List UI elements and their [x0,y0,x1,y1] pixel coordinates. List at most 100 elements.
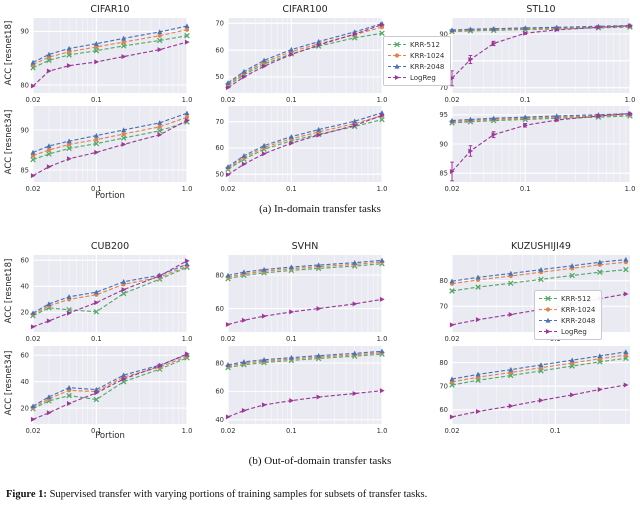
marker-triangle-up [46,143,52,149]
y-axis-label-a-resnet18: ACC [resnet18] [4,20,14,86]
legend-label: KRR-512 [561,294,591,303]
x-axis-label-b: Portion [95,431,125,441]
legend-entry-KRR-2048: KRR-2048 [388,62,444,71]
x-tick-label: 1.0 [625,96,636,104]
y-tick-label: 40 [20,378,29,386]
marker-triangle-up [241,153,247,158]
marker-triangle-right [225,172,231,178]
plot-background [228,106,382,182]
marker-x [120,135,127,141]
marker-triangle-up [93,132,99,138]
x-tick-label: 0.1 [286,185,297,193]
x-tick-label: 0.02 [25,335,40,343]
marker-triangle-up [121,279,127,284]
x-axis-label-a: Portion [95,191,125,201]
marker-triangle-up [261,357,267,362]
y-tick-label: 60 [20,257,29,265]
marker-x [449,382,455,388]
marker-triangle-right [352,391,358,397]
x-tick-label: 0.02 [25,427,40,435]
marker-triangle-up [352,260,358,265]
x-tick-label: 0.02 [25,96,40,104]
plot-background [33,106,187,182]
x-tick-label: 0.02 [220,185,235,193]
marker-triangle-right [627,111,633,117]
legend-marker-triangle-right-icon [539,329,557,334]
chart-svg: 0.02 0.1 60 70 80 [439,346,630,435]
x-tick-label: 0.1 [91,427,102,435]
legend-marker-triangle-up-icon [388,63,406,69]
marker-triangle-right [66,63,72,69]
x-tick-label: 0.1 [550,427,561,435]
marker-triangle-right [449,75,455,81]
marker-triangle-right [225,85,231,91]
marker-triangle-right [241,74,247,80]
chart-svg: 0.02 0.1 1.0 50 60 70 [215,18,387,104]
marker-triangle-right [449,414,455,420]
marker-triangle-right [30,83,36,89]
marker-triangle-right [30,416,36,422]
marker-triangle-right [94,300,100,306]
legend-in-domain: KRR-512 KRR-1024 KRR-2048 LogReg [383,36,452,86]
marker-triangle-right [491,132,497,138]
marker-triangle-right [352,31,358,37]
marker-triangle-up [30,149,36,155]
marker-triangle-up [352,118,358,124]
plot-cifar100-resnet18: 0.02 0.1 1.0 50 60 70 [215,18,387,104]
chart-svg: 0.020.11.0708090 [439,18,635,104]
marker-triangle-right [46,164,52,170]
marker-x [449,288,455,294]
marker-triangle-up [157,120,163,125]
marker-triangle-up [225,272,231,278]
y-tick-label: 80 [215,359,224,367]
marker-triangle-right [523,122,528,128]
marker-triangle-up [394,63,400,69]
legend-marker-triangle-up-icon [539,317,557,323]
marker-x [156,128,163,134]
marker-triangle-up [623,349,629,355]
marker-triangle-up [121,35,127,41]
x-tick-label: 0.1 [520,96,531,104]
marker-triangle-right [554,117,560,123]
marker-triangle-right [597,386,603,392]
marker-triangle-right [261,63,267,69]
x-tick-label: 0.02 [25,185,40,193]
marker-x [156,37,163,44]
y-tick-label: 50 [215,73,224,81]
marker-x [379,30,385,37]
y-tick-label: 85 [439,170,448,178]
marker-circle [66,142,72,147]
marker-x [66,145,72,152]
y-tick-label: 95 [439,111,448,119]
y-tick-label: 80 [439,277,448,285]
x-tick-label: 0.02 [444,185,459,193]
marker-circle [184,115,190,120]
marker-triangle-right [46,68,52,74]
legend-entry-LogReg: LogReg [539,327,595,336]
marker-triangle-right [554,27,560,33]
plot-cifar100-resnet34: 0.02 0.1 1.0 50 60 70 [215,106,387,193]
plot-background [33,346,187,424]
marker-triangle-right [379,22,385,28]
marker-triangle-up [316,352,322,358]
marker-triangle-right [94,390,100,396]
y-tick-label: 60 [20,352,29,360]
plot-svhn-resnet34: 0.02 0.1 1.0 40 60 80 [215,346,387,435]
x-tick-label: 1.0 [625,185,636,193]
marker-triangle-right [468,57,474,63]
marker-triangle-right [379,296,385,302]
marker-triangle-up [225,80,231,85]
marker-triangle-up [66,294,72,299]
marker-x [93,396,100,403]
marker-triangle-right [468,148,474,154]
y-tick-label: 80 [20,81,29,89]
legend-marker-circle-icon [539,307,557,312]
marker-triangle-right [449,322,455,328]
x-tick-label: 1.0 [182,335,193,343]
marker-triangle-right [289,51,295,57]
y-tick-label: 60 [215,388,224,396]
y-tick-label: 70 [439,382,448,390]
legend-entry-KRR-512: KRR-512 [539,294,595,303]
marker-triangle-up [241,359,247,364]
chart-svg: 0.02 0.1 1.0 50 60 70 [215,106,387,193]
